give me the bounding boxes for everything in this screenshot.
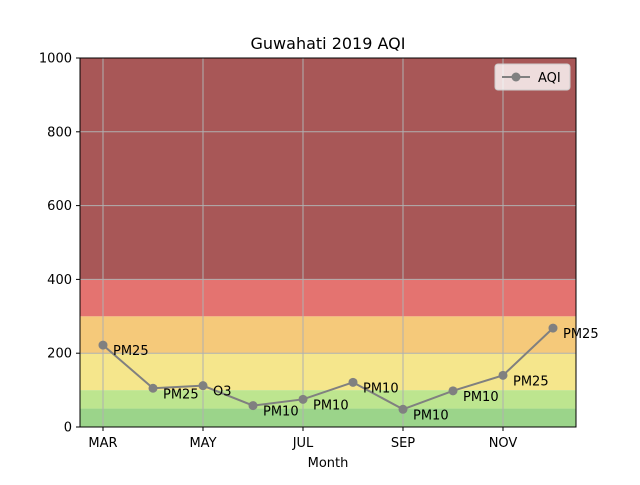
y-tick-label: 0	[64, 421, 72, 436]
data-label: PM10	[363, 381, 399, 396]
data-label: PM25	[113, 344, 149, 359]
legend-marker-aqi	[511, 72, 521, 82]
aqi-band-3	[80, 316, 576, 354]
data-point[interactable]	[398, 404, 408, 414]
data-label: PM25	[163, 387, 199, 402]
x-axis-label: Month	[308, 456, 349, 471]
data-point[interactable]	[148, 383, 158, 393]
y-tick-label: 600	[47, 199, 72, 214]
data-point[interactable]	[298, 394, 308, 404]
data-point[interactable]	[98, 340, 108, 350]
data-point[interactable]	[198, 381, 208, 391]
aqi-bands	[80, 58, 576, 427]
data-label: PM10	[463, 390, 499, 405]
series-aqi: PM25 PM25 O3 PM10 PM10 PM10 PM10 PM10 PM25 PM25	[98, 323, 599, 423]
x-tick-label: SEP	[391, 436, 415, 451]
data-label: PM25	[513, 374, 549, 389]
x-tick-label: MAR	[88, 436, 117, 451]
y-tick-label: 1000	[39, 52, 72, 67]
aqi-band-5	[80, 58, 576, 280]
y-tick-label: 800	[47, 125, 72, 140]
data-point[interactable]	[248, 401, 258, 411]
aqi-band-4	[80, 279, 576, 317]
data-point[interactable]	[498, 370, 508, 380]
y-tick-label: 400	[47, 273, 72, 288]
plot-frame	[79, 57, 577, 428]
legend[interactable]: AQI	[494, 63, 571, 91]
x-axis: MAR MAY JUL SEP NOV	[88, 427, 517, 451]
aqi-band-2	[80, 353, 576, 391]
x-tick-label: NOV	[489, 436, 518, 451]
legend-label-aqi: AQI	[538, 71, 561, 86]
x-tick-label: MAY	[189, 436, 216, 451]
data-point[interactable]	[448, 386, 458, 396]
y-axis: 0 200 400 600 800 1000	[39, 52, 80, 436]
data-point[interactable]	[348, 377, 358, 387]
y-tick-label: 200	[47, 347, 72, 362]
legend-box	[494, 63, 571, 91]
chart-title: Guwahati 2019 AQI	[251, 34, 406, 53]
data-label: PM10	[263, 405, 299, 420]
data-label: PM10	[313, 398, 349, 413]
aqi-band-0	[80, 408, 576, 427]
grid-lines	[80, 57, 576, 428]
data-point[interactable]	[548, 323, 558, 333]
data-label: PM10	[413, 408, 449, 423]
data-label: PM25	[563, 327, 599, 342]
data-label: O3	[213, 385, 232, 400]
x-tick-label: JUL	[292, 436, 314, 451]
series-line-aqi	[102, 327, 554, 411]
